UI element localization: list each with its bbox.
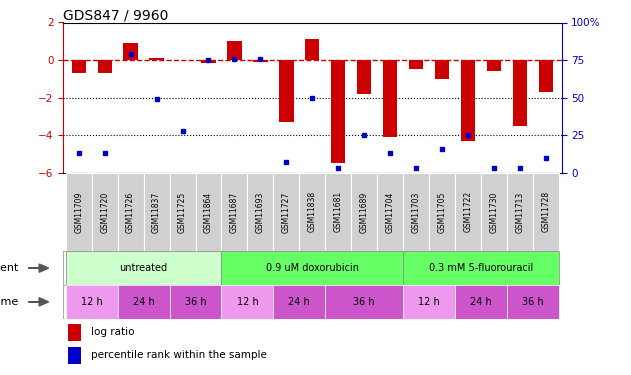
Bar xyxy=(455,285,507,319)
Text: GSM11727: GSM11727 xyxy=(282,191,291,232)
Text: 12 h: 12 h xyxy=(418,297,440,307)
Bar xyxy=(533,172,559,251)
Bar xyxy=(539,60,553,92)
Bar xyxy=(221,172,247,251)
Text: 0.3 mM 5-fluorouracil: 0.3 mM 5-fluorouracil xyxy=(429,263,533,273)
Bar xyxy=(68,324,81,340)
Text: GSM11720: GSM11720 xyxy=(100,191,109,232)
Bar xyxy=(331,60,345,163)
Text: 36 h: 36 h xyxy=(353,297,375,307)
Text: time: time xyxy=(0,297,19,307)
Bar xyxy=(227,41,242,60)
Bar xyxy=(507,285,559,319)
Text: GSM11728: GSM11728 xyxy=(541,191,550,232)
Text: GSM11838: GSM11838 xyxy=(308,191,317,232)
Bar xyxy=(117,285,170,319)
Bar xyxy=(66,251,221,285)
Text: 24 h: 24 h xyxy=(288,297,310,307)
Bar xyxy=(455,172,481,251)
Bar xyxy=(273,172,299,251)
Text: 24 h: 24 h xyxy=(133,297,155,307)
Bar xyxy=(68,346,81,364)
Bar xyxy=(71,60,86,73)
Text: GSM11730: GSM11730 xyxy=(490,191,498,232)
Text: GSM11703: GSM11703 xyxy=(411,191,421,232)
Bar xyxy=(201,60,216,63)
Text: log ratio: log ratio xyxy=(90,327,134,338)
Bar xyxy=(117,172,144,251)
Bar xyxy=(66,172,91,251)
Text: 12 h: 12 h xyxy=(237,297,258,307)
Text: GSM11693: GSM11693 xyxy=(256,191,265,232)
Bar xyxy=(481,172,507,251)
Bar xyxy=(247,172,273,251)
Bar xyxy=(429,172,455,251)
Text: 24 h: 24 h xyxy=(470,297,492,307)
Text: 36 h: 36 h xyxy=(522,297,544,307)
Bar xyxy=(170,172,196,251)
Text: GSM11687: GSM11687 xyxy=(230,191,239,232)
Bar xyxy=(299,172,326,251)
Bar xyxy=(357,60,372,94)
Bar xyxy=(221,251,403,285)
Bar xyxy=(66,285,117,319)
Text: GSM11705: GSM11705 xyxy=(438,191,447,232)
Text: GSM11837: GSM11837 xyxy=(152,191,161,232)
Bar xyxy=(273,285,326,319)
Bar xyxy=(435,60,449,79)
Bar xyxy=(280,60,293,122)
Text: GSM11864: GSM11864 xyxy=(204,191,213,232)
Bar xyxy=(253,60,268,62)
Bar xyxy=(98,60,112,73)
Bar xyxy=(403,172,429,251)
Text: untreated: untreated xyxy=(119,263,168,273)
Bar xyxy=(377,172,403,251)
Bar xyxy=(326,172,351,251)
Text: GSM11722: GSM11722 xyxy=(464,191,473,232)
Text: 36 h: 36 h xyxy=(185,297,206,307)
Bar xyxy=(461,60,475,141)
Bar xyxy=(196,172,221,251)
Text: GSM11709: GSM11709 xyxy=(74,191,83,232)
Text: GSM11713: GSM11713 xyxy=(516,191,524,232)
Bar xyxy=(170,285,221,319)
Bar xyxy=(144,172,170,251)
Bar xyxy=(403,285,455,319)
Text: GSM11704: GSM11704 xyxy=(386,191,395,232)
Bar xyxy=(91,172,117,251)
Bar xyxy=(124,43,138,60)
Bar xyxy=(150,58,163,60)
Text: agent: agent xyxy=(0,263,19,273)
Bar xyxy=(305,39,319,60)
Text: GSM11726: GSM11726 xyxy=(126,191,135,232)
Bar xyxy=(221,285,273,319)
Text: GSM11725: GSM11725 xyxy=(178,191,187,232)
Bar xyxy=(403,251,559,285)
Text: percentile rank within the sample: percentile rank within the sample xyxy=(90,350,266,360)
Bar xyxy=(383,60,398,137)
Bar xyxy=(487,60,501,71)
Text: GSM11689: GSM11689 xyxy=(360,191,369,232)
Bar xyxy=(326,285,403,319)
Bar xyxy=(507,172,533,251)
Text: 12 h: 12 h xyxy=(81,297,102,307)
Text: GDS847 / 9960: GDS847 / 9960 xyxy=(63,9,168,22)
Bar xyxy=(513,60,527,126)
Text: GSM11681: GSM11681 xyxy=(334,191,343,232)
Bar xyxy=(351,172,377,251)
Bar xyxy=(409,60,423,69)
Text: 0.9 uM doxorubicin: 0.9 uM doxorubicin xyxy=(266,263,359,273)
